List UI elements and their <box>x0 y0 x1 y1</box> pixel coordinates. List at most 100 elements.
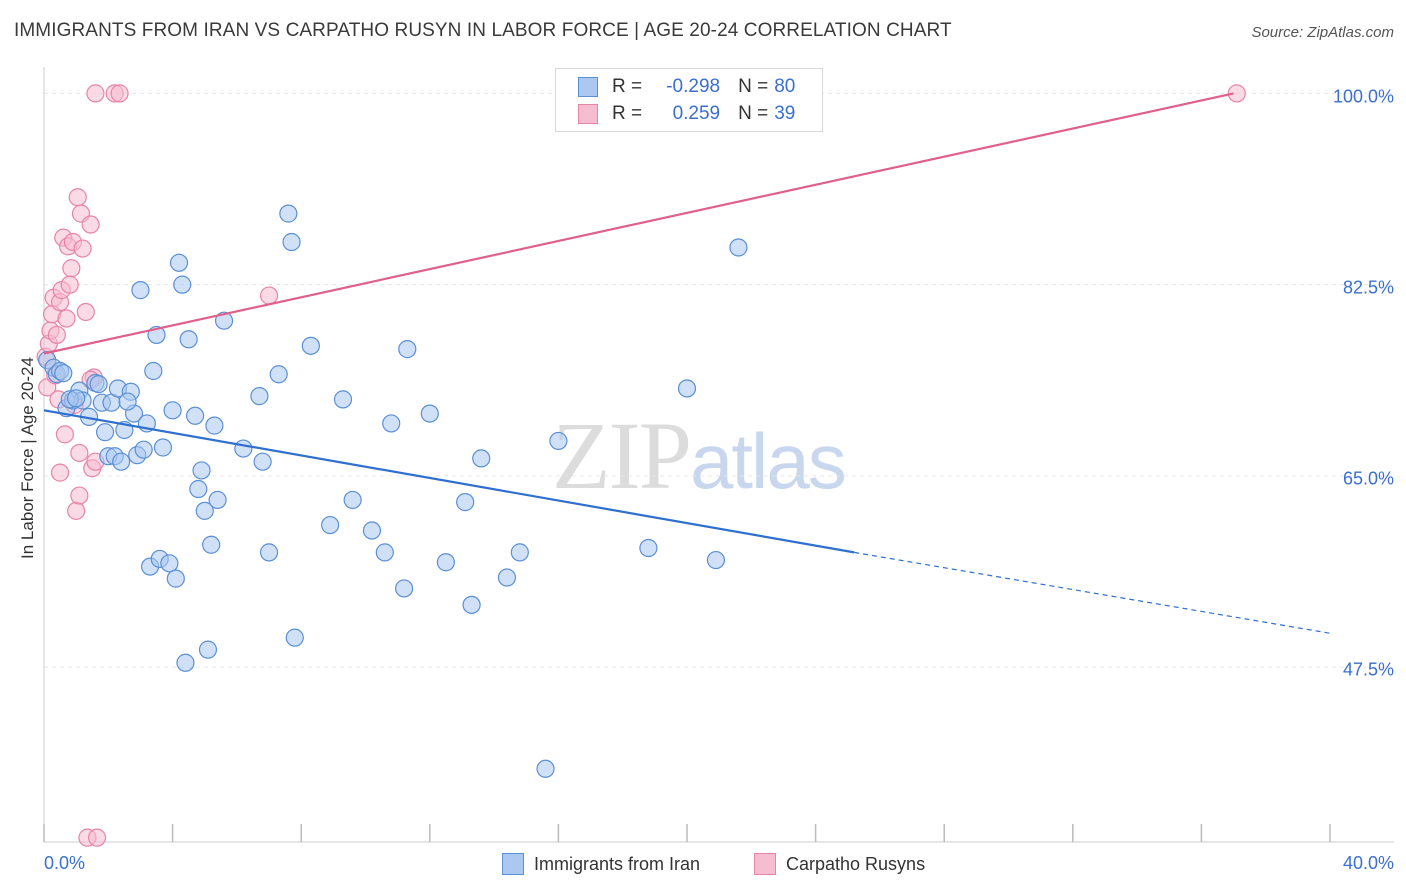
iran-point-33 <box>169 253 189 272</box>
iran-point-53 <box>285 628 304 647</box>
iran-point-50 <box>269 365 288 384</box>
rusyn-point-36 <box>259 286 279 305</box>
r-label: R = <box>612 76 643 97</box>
iran-point-56 <box>333 390 353 409</box>
r-value-rusyn: 0.259 <box>672 103 721 124</box>
y-tick-label-82-5: 82.5% <box>1342 277 1394 298</box>
y-tick-label-100: 100.0% <box>1332 86 1394 107</box>
rusyn-point-32 <box>87 828 107 847</box>
stats-legend-row-iran: R = -0.298 N = 80 <box>578 75 795 99</box>
iran-point-41 <box>198 640 218 659</box>
iran-point-71 <box>639 538 658 558</box>
iran-point-64 <box>436 553 455 572</box>
iran-point-29 <box>153 438 173 457</box>
iran-point-52 <box>282 232 301 252</box>
iran-point-47 <box>253 452 272 471</box>
y-tick-label-47-5: 47.5% <box>1342 659 1394 680</box>
iran-point-4 <box>54 364 73 383</box>
iran-point-26 <box>144 361 163 381</box>
iran-point-17 <box>112 452 131 471</box>
rusyn-point-26 <box>76 302 95 322</box>
iran-point-62 <box>398 340 417 359</box>
iran-point-67 <box>472 449 491 468</box>
rusyn-point-16 <box>60 275 79 294</box>
x-tick-label-min: 0.0% <box>44 853 86 873</box>
n-value-iran: 80 <box>774 76 796 97</box>
legend-item-rusyn[interactable]: Carpatho Rusyns <box>754 852 925 876</box>
iran-point-70 <box>549 431 568 451</box>
iran-point-43 <box>205 416 224 435</box>
iran-trend-extension <box>854 551 1331 634</box>
iran-point-66 <box>462 595 481 614</box>
iran-point-12 <box>95 423 115 442</box>
rusyn-trend-line <box>43 92 1234 355</box>
chart-title: IMMIGRANTS FROM IRAN VS CARPATHO RUSYN I… <box>14 20 952 41</box>
watermark: ZIPatlas <box>552 400 847 511</box>
iran-point-37 <box>186 406 205 425</box>
iran-point-59 <box>375 543 394 562</box>
rusyn-point-7 <box>47 325 66 345</box>
watermark-zip: ZIP <box>552 402 692 509</box>
iran-point-31 <box>163 401 182 420</box>
rusyn-point-20 <box>67 501 86 520</box>
iran-trend-line <box>43 409 855 554</box>
rusyn-point-33 <box>86 84 105 103</box>
iran-legend-label: Immigrants from Iran <box>534 853 701 874</box>
iran-point-32 <box>166 569 185 588</box>
iran-point-36 <box>179 330 198 349</box>
iran-point-78 <box>118 392 137 411</box>
legend-item-iran[interactable]: Immigrants from Iran <box>502 852 700 876</box>
iran-point-79 <box>89 374 108 394</box>
iran-legend-swatch <box>502 853 524 875</box>
iran-point-34 <box>173 275 192 294</box>
iran-point-74 <box>729 238 748 257</box>
iran-point-22 <box>131 281 150 300</box>
iran-point-73 <box>706 550 726 570</box>
iran-point-38 <box>189 479 208 499</box>
iran-point-45 <box>214 311 234 330</box>
iran-point-75 <box>536 759 555 778</box>
iran-point-46 <box>234 439 253 458</box>
iran-point-35 <box>176 653 195 672</box>
source-credit: Source: ZipAtlas.com <box>1251 24 1394 41</box>
iran-point-55 <box>321 515 340 535</box>
watermark-atlas: atlas <box>690 417 847 505</box>
iran-point-49 <box>259 543 279 562</box>
n-label: N = <box>738 103 769 124</box>
rusyn-legend-swatch <box>754 853 776 875</box>
rusyn-point-23 <box>70 443 89 463</box>
r-label: R = <box>612 103 643 124</box>
iran-point-48 <box>250 387 269 406</box>
rusyn-point-9 <box>50 463 70 482</box>
iran-point-57 <box>343 490 362 510</box>
rusyn-point-22 <box>70 486 89 505</box>
rusyn-point-37 <box>1227 84 1246 103</box>
stats-legend-row-rusyn: R = 0.259 N = 39 <box>578 102 795 126</box>
rusyn-point-25 <box>73 239 92 258</box>
iran-point-39 <box>192 461 211 480</box>
iran-point-68 <box>497 568 517 587</box>
rusyn-point-13 <box>55 425 74 444</box>
rusyn-point-17 <box>62 259 81 278</box>
iran-point-60 <box>382 414 401 433</box>
iran-point-72 <box>677 379 697 398</box>
r-value-iran: -0.298 <box>666 76 721 97</box>
iran-point-63 <box>420 404 439 423</box>
n-value-rusyn: 39 <box>774 103 796 124</box>
n-label: N = <box>738 76 769 97</box>
iran-point-40 <box>195 501 214 520</box>
y-tick-label-65: 65.0% <box>1342 468 1394 489</box>
iran-point-51 <box>279 204 298 223</box>
iran-point-61 <box>394 579 414 598</box>
iran-point-54 <box>301 336 320 355</box>
iran-point-42 <box>202 535 221 554</box>
rusyn-point-14 <box>57 309 76 328</box>
x-tick-label-max: 40.0% <box>1342 853 1394 873</box>
iran-point-44 <box>208 490 227 510</box>
iran-point-23 <box>134 440 153 459</box>
iran-point-30 <box>160 554 179 573</box>
iran-point-58 <box>362 521 382 540</box>
stats-legend: R = -0.298 N = 80 R = 0.259 N = 39 <box>555 68 823 132</box>
rusyn-legend-label: Carpatho Rusyns <box>786 853 926 874</box>
